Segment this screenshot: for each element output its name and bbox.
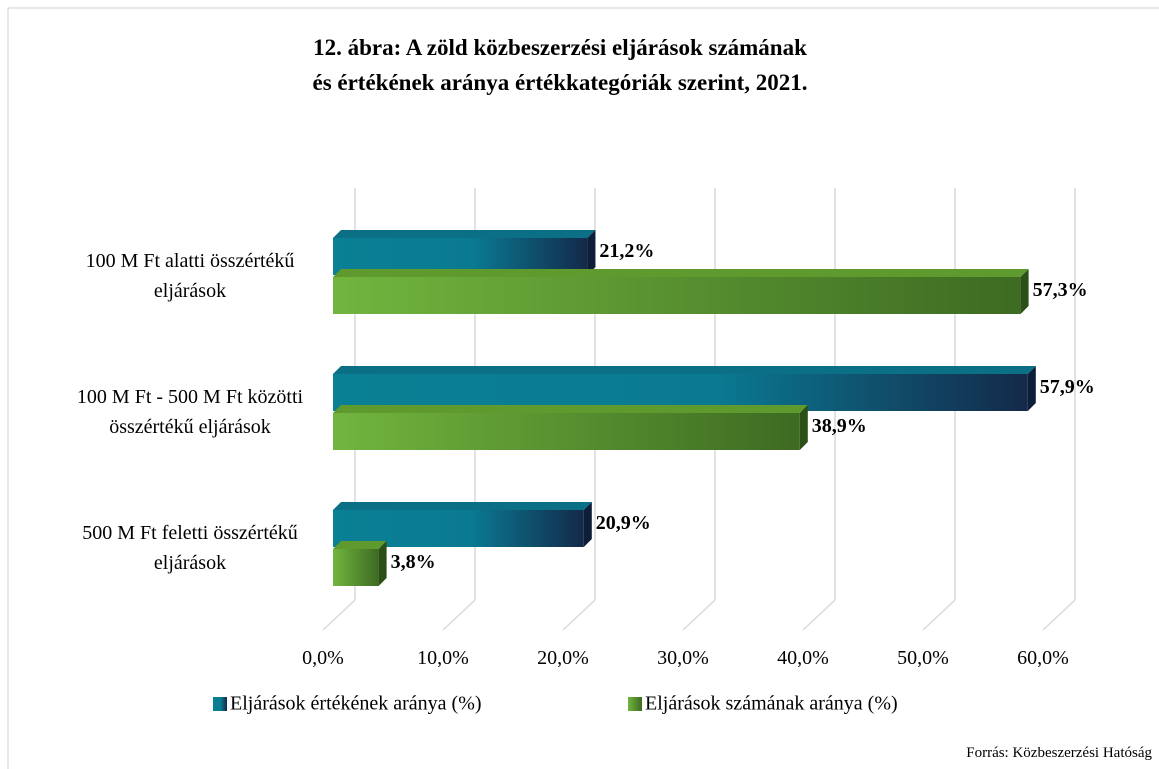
x-tick-label: 10,0% bbox=[417, 647, 469, 669]
x-tick-label: 0,0% bbox=[302, 647, 344, 669]
value-label: 38,9% bbox=[812, 415, 867, 437]
bar bbox=[333, 238, 588, 275]
bar bbox=[333, 549, 379, 586]
bar-side bbox=[1027, 366, 1036, 411]
floor-line bbox=[682, 599, 716, 631]
chart-title: 12. ábra: A zöld közbeszerzési eljárások… bbox=[313, 35, 807, 60]
x-tick-label: 40,0% bbox=[777, 647, 829, 669]
bar-side bbox=[1020, 269, 1029, 314]
bar bbox=[333, 510, 584, 547]
bar-top bbox=[333, 502, 592, 510]
legend-swatch bbox=[213, 697, 227, 711]
bar-top bbox=[333, 541, 387, 549]
source: Forrás: Közbeszerzési Hatóság bbox=[966, 745, 1152, 761]
floor-line bbox=[442, 599, 476, 631]
x-tick-label: 20,0% bbox=[537, 647, 589, 669]
value-label: 57,9% bbox=[1040, 376, 1095, 398]
y-tick-label: 500 M Ft feletti összértékű eljárások bbox=[82, 522, 298, 574]
floor-line bbox=[562, 599, 596, 631]
bar bbox=[333, 277, 1021, 314]
y-tick-label: 100 M Ft alatti összértékű eljárások bbox=[85, 250, 295, 302]
bar-top bbox=[333, 405, 808, 413]
floor-line bbox=[922, 599, 956, 631]
floor-line bbox=[322, 599, 356, 631]
floor-line bbox=[802, 599, 836, 631]
bar-top bbox=[333, 366, 1036, 374]
bar-side bbox=[799, 405, 808, 450]
frame bbox=[7, 7, 1159, 769]
y-tick-label: 100 M Ft - 500 M Ft közötti összértékű e… bbox=[76, 386, 304, 438]
bar bbox=[333, 374, 1028, 411]
value-label: 3,8% bbox=[391, 551, 436, 573]
x-tick-label: 30,0% bbox=[657, 647, 709, 669]
bar bbox=[333, 413, 800, 450]
value-label: 57,3% bbox=[1033, 279, 1088, 301]
legend-label: Eljárások számának aránya (%) bbox=[645, 693, 898, 715]
value-label: 21,2% bbox=[599, 240, 654, 262]
x-tick-label: 50,0% bbox=[897, 647, 949, 669]
bar-top bbox=[333, 269, 1029, 277]
floor-line bbox=[1042, 599, 1076, 631]
bar-side bbox=[583, 502, 592, 547]
chart-subtitle: és értékének aránya értékkategóriák szer… bbox=[312, 70, 807, 95]
legend-swatch bbox=[628, 697, 642, 711]
value-label: 20,9% bbox=[596, 512, 651, 534]
legend-label: Eljárások értékének aránya (%) bbox=[230, 693, 482, 715]
bar-top bbox=[333, 230, 596, 238]
bar-side bbox=[378, 541, 387, 586]
bar-side bbox=[587, 230, 596, 275]
x-tick-label: 60,0% bbox=[1017, 647, 1069, 669]
